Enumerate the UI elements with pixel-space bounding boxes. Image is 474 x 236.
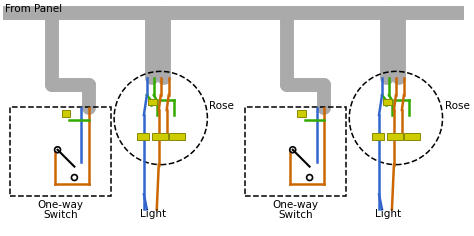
FancyBboxPatch shape <box>387 133 403 140</box>
Text: Light: Light <box>140 209 166 219</box>
FancyBboxPatch shape <box>404 133 419 140</box>
FancyBboxPatch shape <box>169 133 184 140</box>
Text: Rose: Rose <box>445 101 469 111</box>
Text: Light: Light <box>375 209 401 219</box>
Text: From Panel: From Panel <box>5 4 62 14</box>
FancyBboxPatch shape <box>62 110 71 117</box>
FancyBboxPatch shape <box>137 133 149 140</box>
Text: One-way: One-way <box>37 200 83 210</box>
FancyBboxPatch shape <box>297 110 306 117</box>
FancyBboxPatch shape <box>372 133 384 140</box>
FancyBboxPatch shape <box>152 133 168 140</box>
Text: Rose: Rose <box>210 101 234 111</box>
FancyBboxPatch shape <box>148 99 157 105</box>
FancyBboxPatch shape <box>383 99 392 105</box>
Text: Switch: Switch <box>43 210 78 220</box>
Text: Switch: Switch <box>278 210 313 220</box>
Text: One-way: One-way <box>273 200 319 210</box>
